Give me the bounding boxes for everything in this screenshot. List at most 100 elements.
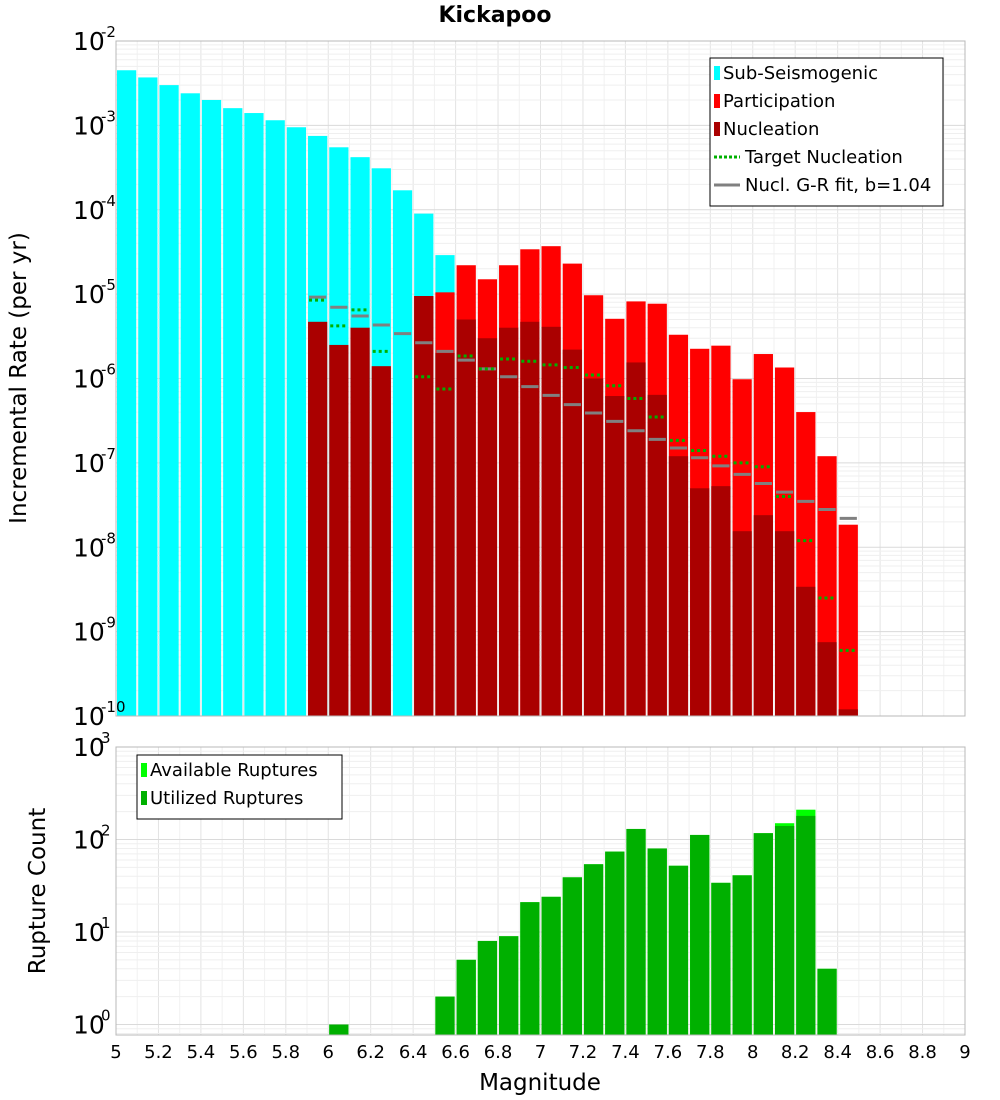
x-axis-label: Magnitude — [479, 1070, 601, 1096]
y-tick-label: 10 — [73, 365, 105, 394]
utilized-ruptures-bar — [583, 864, 604, 1035]
utilized-ruptures-bar — [626, 828, 646, 1035]
nucleation-bar — [435, 353, 455, 716]
sub-seismogenic-bar — [392, 190, 413, 716]
top-legend: Sub-Seismogenic Participation Nucleation Ta… — [709, 57, 944, 207]
utilized-ruptures-bar — [817, 968, 837, 1035]
y-tick-exponent: 0 — [101, 1007, 111, 1025]
y-tick-exponent: -7 — [101, 445, 116, 463]
nucleation-bar — [774, 531, 795, 716]
legend-label: Nucl. G-R fit, b=1.04 — [745, 175, 931, 196]
y-tick-label: 10 — [73, 280, 105, 309]
y-tick-label: 10 — [73, 618, 105, 647]
nucleation-bar — [499, 327, 519, 716]
y-tick-label: 10 — [73, 918, 105, 947]
y-tick-exponent: -8 — [101, 529, 116, 547]
nucleation-bar — [690, 488, 710, 716]
y-tick-label: 10 — [73, 702, 105, 731]
utilized-ruptures-bar — [796, 815, 816, 1035]
top-y-axis-label: Incremental Rate (per yr) — [6, 232, 32, 524]
legend-swatch — [714, 122, 720, 136]
y-tick-exponent: 1 — [101, 914, 111, 932]
x-tick-label: 5.4 — [187, 1042, 216, 1063]
nucleation-bar — [668, 456, 689, 716]
nucleation-bar — [541, 326, 561, 716]
y-tick-exponent: -3 — [101, 107, 116, 125]
x-tick-label: 6.8 — [484, 1042, 513, 1063]
nucleation-bar — [626, 362, 646, 716]
bottom-plot-frame — [115, 746, 966, 1036]
utilized-ruptures-bar — [329, 1024, 349, 1035]
x-tick-label: 5.2 — [144, 1042, 173, 1063]
y-tick-label: 10 — [73, 27, 105, 56]
nucleation-bar — [817, 642, 837, 716]
utilized-ruptures-bar — [711, 882, 731, 1035]
nucleation-bar — [647, 394, 667, 716]
nucleation-bar — [350, 327, 370, 716]
legend-box — [136, 754, 343, 820]
utilized-ruptures-bar — [732, 875, 752, 1035]
sub-seismogenic-bar — [286, 127, 307, 716]
x-tick-label: 9 — [959, 1042, 970, 1063]
x-tick-label: 7.6 — [654, 1042, 683, 1063]
bottom-plot-marks — [329, 809, 837, 1035]
top-plot-marks — [117, 70, 858, 717]
legend-swatch — [141, 763, 147, 777]
x-tick-label: 7.2 — [569, 1042, 598, 1063]
sub-seismogenic-bar — [201, 99, 222, 717]
utilized-ruptures-bar — [520, 902, 540, 1035]
y-tick-exponent: 2 — [101, 822, 111, 840]
legend-label: Utilized Ruptures — [150, 788, 303, 809]
utilized-ruptures-bar — [456, 959, 476, 1035]
x-tick-label: 6 — [323, 1042, 334, 1063]
sub-seismogenic-bar — [180, 93, 200, 716]
top-y-tick-labels: 10-210-310-410-510-610-710-810-910-10 — [73, 23, 126, 731]
utilized-ruptures-bar — [562, 877, 582, 1035]
y-tick-label: 10 — [73, 1011, 105, 1040]
chart-title: Kickapoo — [438, 3, 551, 28]
x-tick-label: 7 — [535, 1042, 546, 1063]
utilized-ruptures-bar — [499, 936, 519, 1035]
x-tick-label: 7.4 — [611, 1042, 640, 1063]
bottom-y-axis-label: Rupture Count — [25, 808, 51, 974]
x-tick-label: 6.4 — [399, 1042, 428, 1063]
x-tick-label: 8.4 — [823, 1042, 852, 1063]
utilized-ruptures-bar — [605, 851, 625, 1035]
y-tick-label: 10 — [73, 196, 105, 225]
legend-box — [709, 57, 944, 207]
sub-seismogenic-bar — [138, 77, 158, 716]
x-tick-label: 7.8 — [696, 1042, 725, 1063]
utilized-ruptures-bar — [477, 940, 498, 1035]
nucleation-bar — [456, 319, 476, 716]
x-tick-label: 5 — [110, 1042, 121, 1063]
legend-swatch — [141, 791, 147, 805]
legend-swatch — [714, 66, 720, 80]
y-tick-exponent: -5 — [101, 276, 116, 294]
y-tick-label: 10 — [73, 826, 105, 855]
x-tick-label: 8.6 — [866, 1042, 895, 1063]
utilized-ruptures-bar — [753, 833, 773, 1035]
utilized-ruptures-bar — [435, 996, 455, 1035]
y-tick-exponent: -9 — [101, 614, 116, 632]
y-tick-exponent: -4 — [101, 192, 116, 210]
utilized-ruptures-bar — [541, 896, 561, 1035]
nucleation-bar — [838, 709, 858, 716]
x-tick-label: 5.8 — [271, 1042, 300, 1063]
x-tick-labels: 5 5.2 5.4 5.6 5.8 6 6.2 6.4 6.6 6.8 7 7.2 7.4 7.6 7.8 8… — [110, 1042, 970, 1063]
nucleation-bar — [583, 378, 604, 716]
y-tick-label: 10 — [73, 111, 105, 140]
nucleation-bar — [520, 321, 540, 716]
sub-seismogenic-bar — [117, 70, 137, 716]
top-plot-frame — [115, 40, 966, 717]
sub-seismogenic-bar — [159, 85, 179, 716]
y-tick-exponent: -10 — [101, 698, 126, 716]
nucleation-bar — [308, 321, 328, 716]
nucleation-bar — [371, 366, 391, 716]
legend-label: Nucleation — [723, 119, 819, 140]
utilized-ruptures-bar — [647, 848, 667, 1035]
y-tick-exponent: 3 — [101, 729, 111, 747]
participation-bar — [838, 524, 858, 716]
nucleation-bar — [414, 296, 434, 716]
y-tick-exponent: -6 — [101, 361, 116, 379]
